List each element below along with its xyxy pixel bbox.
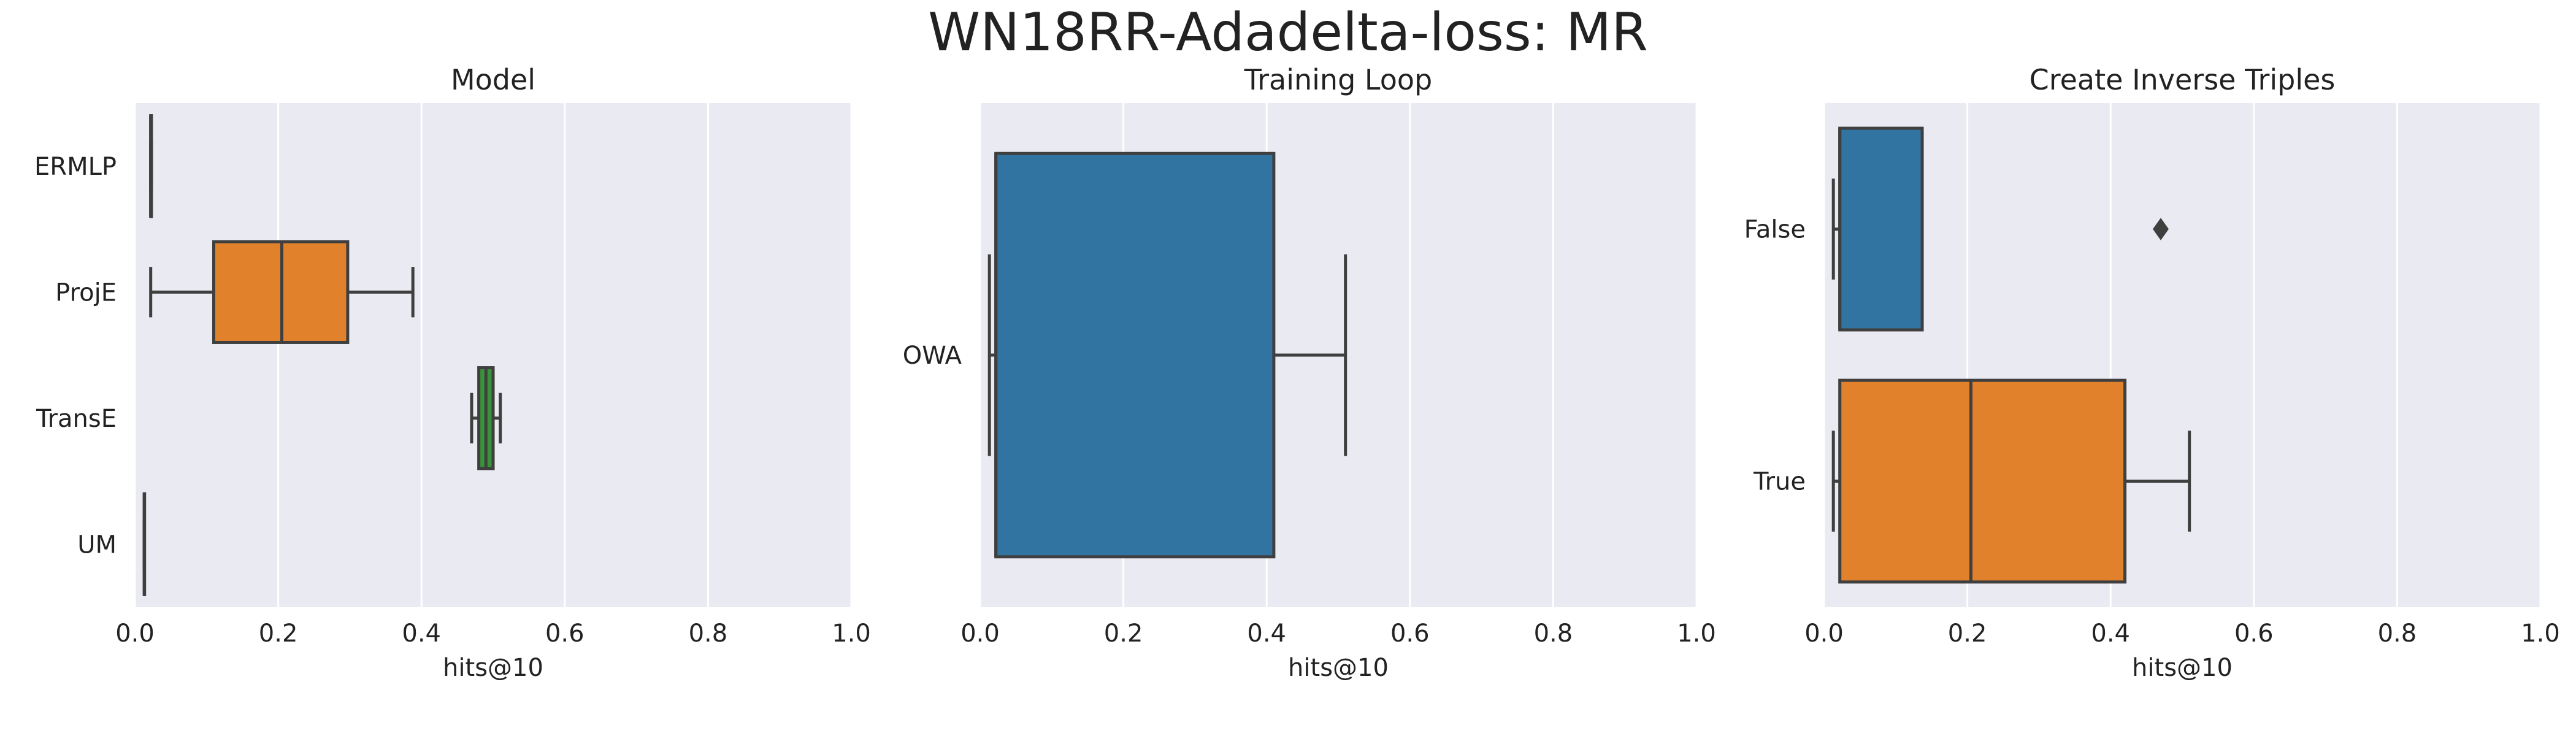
box-transe xyxy=(470,366,502,470)
panel-1: 0.0 0.2 0.4 0.6 0.8 1.0 Model hits@10 ERMLP ProjE… xyxy=(34,63,871,682)
x-tick-label: 0.0 xyxy=(960,619,1000,648)
x-tick-label: 0.4 xyxy=(2091,619,2130,648)
x-tick-label: 0.6 xyxy=(1390,619,1430,648)
box-proje xyxy=(149,240,415,344)
x-tick-label: 0.2 xyxy=(259,619,298,648)
x-tick-label: 0.6 xyxy=(545,619,585,648)
x-axis-label: hits@10 xyxy=(1288,654,1389,682)
y-tick-label: UM xyxy=(77,531,117,559)
x-tick-label: 0.2 xyxy=(1948,619,1987,648)
panel-title: Create Inverse Triples xyxy=(2030,63,2336,96)
chart-panels: 0.0 0.2 0.4 0.6 0.8 1.0 Model hits@10 ERMLP ProjE… xyxy=(34,63,2560,682)
x-tick-label: 0.8 xyxy=(1534,619,1573,648)
x-tick-label: 0.0 xyxy=(115,619,155,648)
x-tick-label: 0.4 xyxy=(402,619,441,648)
y-tick-label: TransE xyxy=(36,405,117,433)
x-tick-label: 0.8 xyxy=(689,619,728,648)
iqr-box xyxy=(994,151,1276,559)
x-axis-label: hits@10 xyxy=(2132,654,2233,682)
x-tick-label: 1.0 xyxy=(1677,619,1716,648)
box-um xyxy=(142,492,147,596)
panel-2: 0.0 0.2 0.4 0.6 0.8 1.0 Training Loop hits@10 OW… xyxy=(903,63,1716,682)
box-true xyxy=(1831,378,2191,584)
y-tick-label: True xyxy=(1753,468,1806,496)
x-tick-label: 1.0 xyxy=(2521,619,2560,648)
panel-title: Model xyxy=(451,63,535,96)
outlier-point xyxy=(2152,218,2169,240)
x-axis-label: hits@10 xyxy=(443,654,543,682)
plot-background xyxy=(135,103,851,607)
x-tick-label: 0.8 xyxy=(2378,619,2417,648)
y-tick-label: OWA xyxy=(903,342,962,370)
box-false xyxy=(1831,126,2169,332)
iqr-box xyxy=(1838,126,1924,332)
box-owa xyxy=(987,151,1347,559)
y-tick-label: False xyxy=(1744,216,1806,244)
x-tick-label: 0.0 xyxy=(1804,619,1844,648)
panel-title: Training Loop xyxy=(1244,63,1432,96)
iqr-box xyxy=(1838,378,2127,584)
x-tick-label: 0.6 xyxy=(2234,619,2274,648)
y-tick-label: ERMLP xyxy=(34,153,117,181)
x-tick-label: 0.4 xyxy=(1247,619,1286,648)
x-tick-label: 0.2 xyxy=(1104,619,1143,648)
x-tick-label: 1.0 xyxy=(832,619,871,648)
figure-title: WN18RR-Adadelta-loss: MR xyxy=(928,2,1648,63)
y-tick-label: ProjE xyxy=(55,278,117,307)
panel-3: 0.0 0.2 0.4 0.6 0.8 1.0 Create Inverse Triples… xyxy=(1744,63,2560,682)
